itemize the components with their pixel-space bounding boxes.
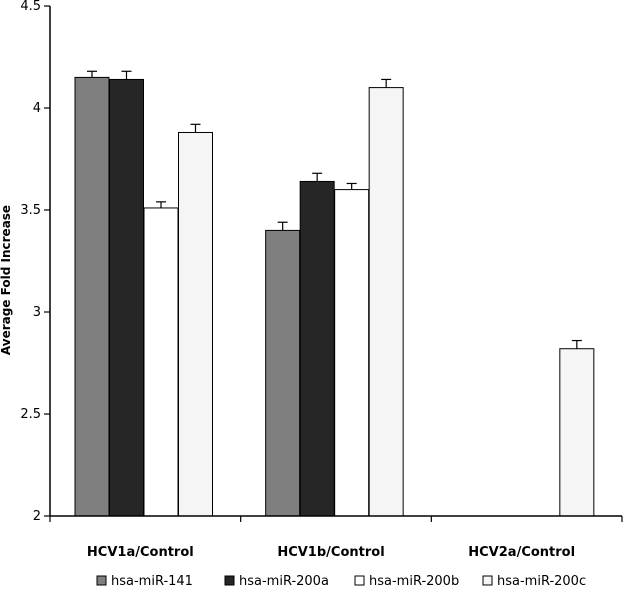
legend-label-hsa-miR-141: hsa-miR-141 xyxy=(111,574,193,589)
bar-hsa-miR-200c-HCV2a/Control xyxy=(559,348,595,517)
y-tick-label-3.5: 3.5 xyxy=(20,203,41,218)
x-category-label-HCV2a/Control: HCV2a/Control xyxy=(468,545,575,560)
y-axis-label: Average Fold Increase xyxy=(0,205,13,355)
bar-hsa-miR-200c-HCV1a/Control xyxy=(178,131,213,517)
legend-swatch-hsa-miR-200c xyxy=(482,575,493,586)
legend-label-hsa-miR-200a: hsa-miR-200a xyxy=(239,574,329,589)
y-tick-label-2.5: 2.5 xyxy=(20,407,41,422)
legend-label-hsa-miR-200b: hsa-miR-200b xyxy=(369,574,459,589)
bar-hsa-miR-200b-HCV1a/Control xyxy=(143,207,179,517)
bar-hsa-miR-200b-HCV1b/Control xyxy=(334,189,370,517)
bar-hsa-miR-200a-HCV1b/Control xyxy=(299,180,335,517)
bar-hsa-miR-141-HCV1a/Control xyxy=(74,76,110,517)
legend-swatch-hsa-miR-141 xyxy=(96,575,107,586)
y-tick-label-2: 2 xyxy=(33,509,41,524)
x-category-label-HCV1a/Control: HCV1a/Control xyxy=(87,545,194,560)
legend-swatch-hsa-miR-200a xyxy=(224,575,235,586)
legend-swatch-hsa-miR-200b xyxy=(354,575,365,586)
bar-hsa-miR-141-HCV1b/Control xyxy=(265,229,301,517)
y-tick-label-4: 4 xyxy=(33,101,41,116)
x-category-label-HCV1b/Control: HCV1b/Control xyxy=(277,545,384,560)
y-tick-label-4.5: 4.5 xyxy=(20,0,41,14)
bar-hsa-miR-200a-HCV1a/Control xyxy=(109,78,144,517)
bar-hsa-miR-200c-HCV1b/Control xyxy=(368,87,404,517)
legend-label-hsa-miR-200c: hsa-miR-200c xyxy=(497,574,586,589)
y-tick-label-3: 3 xyxy=(33,305,41,320)
